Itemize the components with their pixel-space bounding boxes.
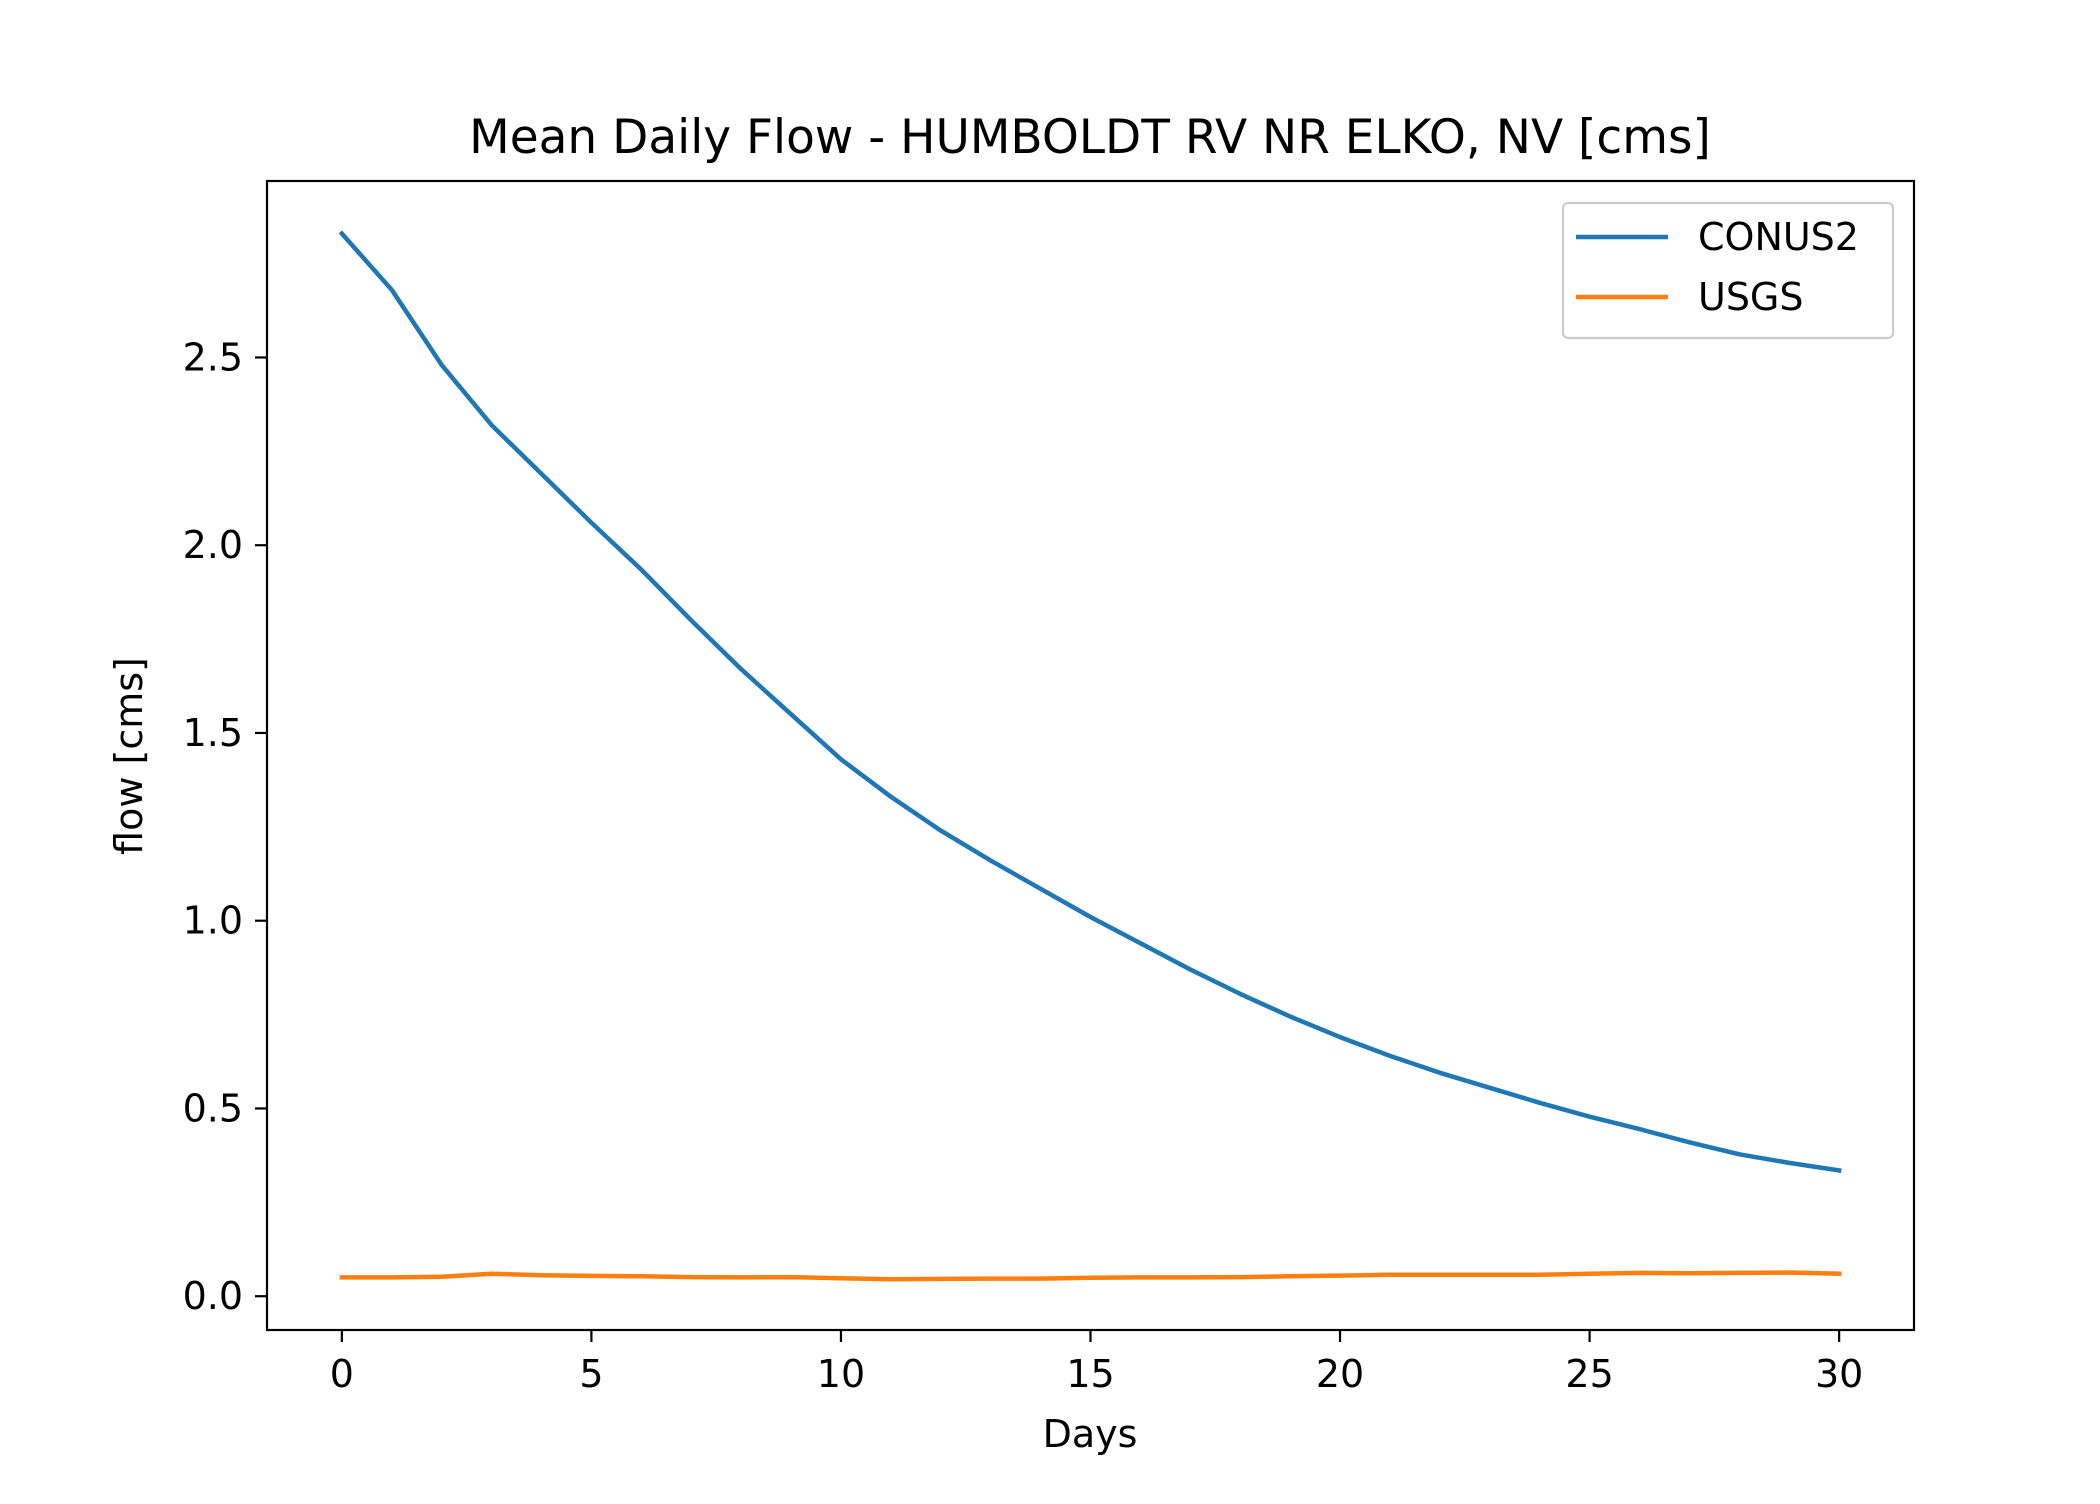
x-tick-label: 30: [1815, 1352, 1863, 1396]
y-tick-label: 2.0: [183, 523, 243, 567]
x-axis-label: Days: [1043, 1412, 1138, 1456]
x-tick-label: 0: [330, 1352, 354, 1396]
y-tick-label: 1.5: [183, 711, 243, 755]
x-axis: 0 5 10 15 20 25 30: [330, 1330, 1863, 1396]
y-tick-label: 1.0: [183, 899, 243, 943]
legend-label-conus2: CONUS2: [1698, 215, 1859, 259]
legend-label-usgs: USGS: [1698, 275, 1804, 319]
y-axis-label: flow [cms]: [107, 657, 151, 855]
chart-title: Mean Daily Flow - HUMBOLDT RV NR ELKO, N…: [469, 110, 1711, 165]
x-tick-label: 25: [1565, 1352, 1613, 1396]
y-tick-label: 0.5: [183, 1086, 243, 1130]
y-axis: 0.0 0.5 1.0 1.5 2.0 2.5: [183, 335, 267, 1318]
x-tick-label: 5: [579, 1352, 603, 1396]
y-tick-label: 2.5: [183, 335, 243, 379]
x-tick-label: 20: [1316, 1352, 1364, 1396]
x-tick-label: 15: [1066, 1352, 1114, 1396]
x-tick-label: 10: [817, 1352, 865, 1396]
legend: CONUS2 USGS: [1561, 201, 1895, 340]
series-line-usgs: [339, 1270, 1842, 1282]
series-line-conus2: [338, 230, 1842, 1173]
y-tick-label: 0.0: [183, 1274, 243, 1318]
plot-area: [338, 230, 1842, 1282]
